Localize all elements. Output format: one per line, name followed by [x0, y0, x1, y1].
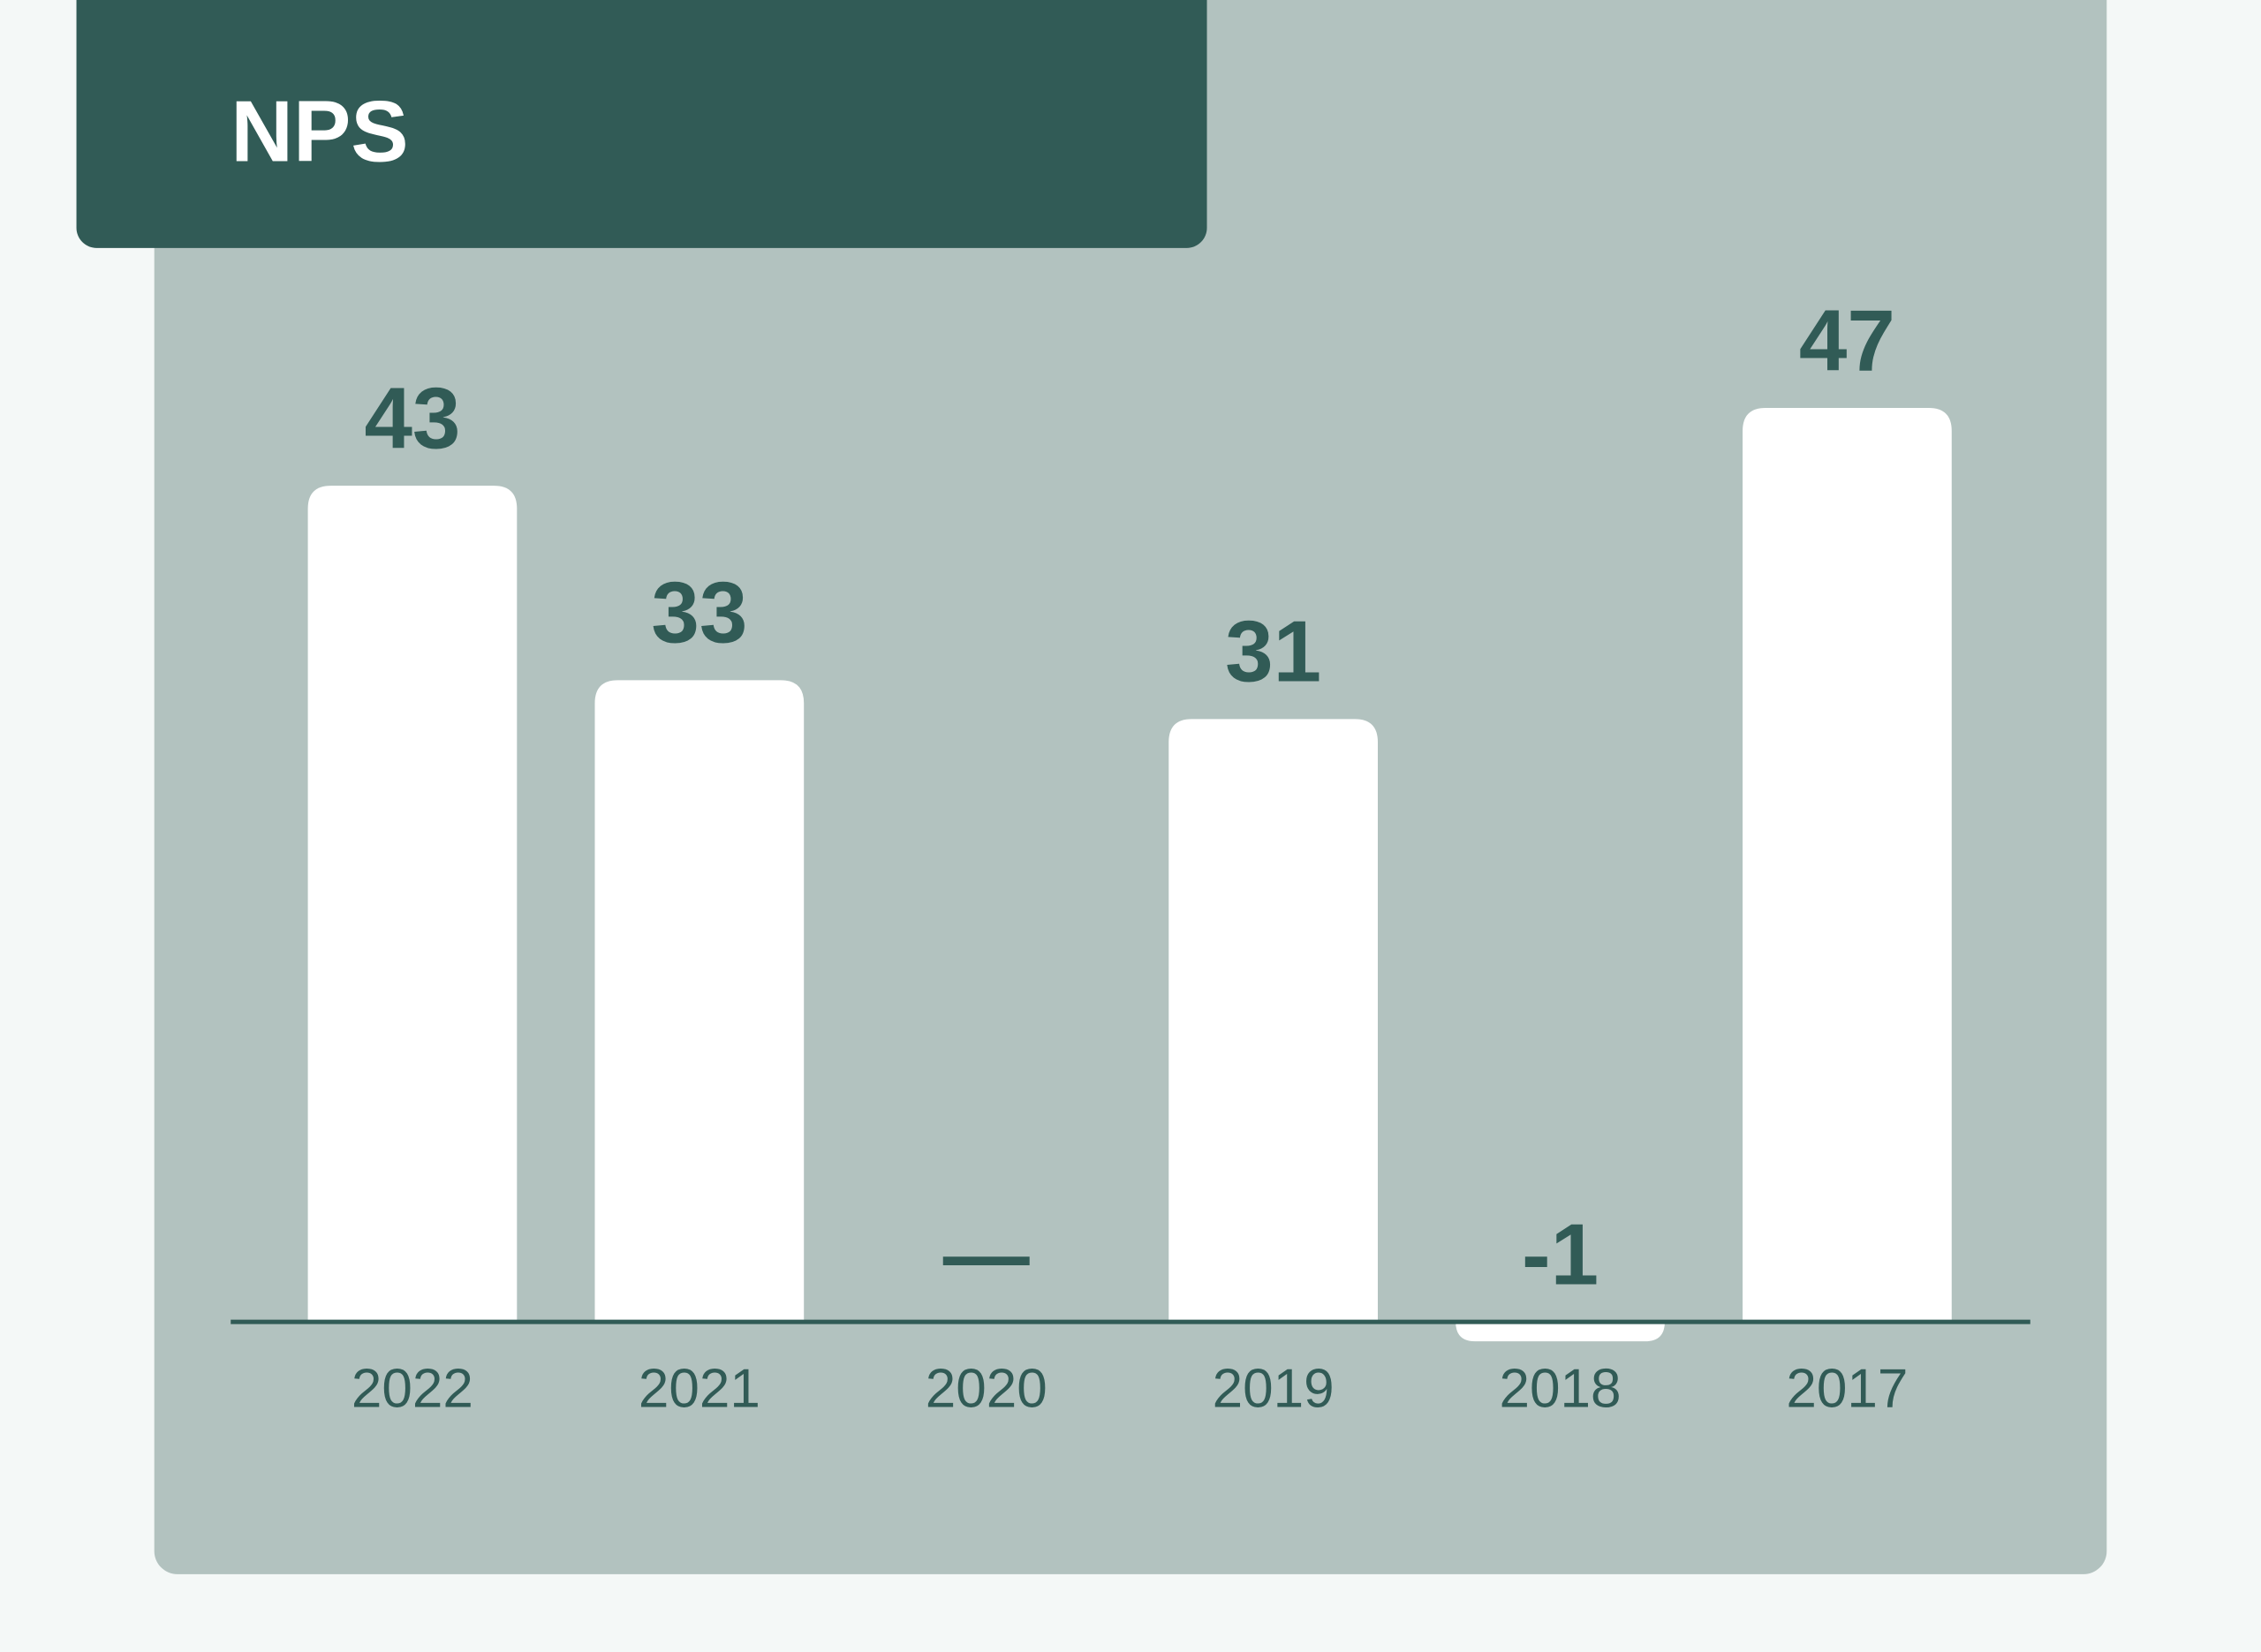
- title-box: [76, 0, 1207, 248]
- chart-title: NPS: [231, 83, 408, 180]
- value-label: —: [943, 1205, 1030, 1302]
- x-tick-label: 2019: [1213, 1359, 1335, 1420]
- value-label: 31: [1225, 603, 1321, 700]
- x-tick-label: 2018: [1500, 1359, 1622, 1420]
- x-tick-label: 2022: [352, 1359, 473, 1420]
- value-label: 47: [1799, 291, 1895, 388]
- plot: 43 2022 33 2021 — 2020 31 2019 -1 2018 47 2017: [307, 291, 1952, 1420]
- bar: [1743, 407, 1952, 1323]
- x-tick-label: 2021: [639, 1359, 760, 1420]
- value-label: 33: [651, 564, 747, 661]
- bar: [1168, 719, 1378, 1323]
- value-label: -1: [1522, 1205, 1599, 1302]
- bar: [307, 486, 518, 1323]
- x-tick-label: 2017: [1786, 1359, 1908, 1420]
- x-tick-label: 2020: [926, 1359, 1047, 1420]
- bar: [594, 680, 805, 1323]
- bar: [1456, 1322, 1665, 1342]
- value-label: 43: [364, 369, 460, 466]
